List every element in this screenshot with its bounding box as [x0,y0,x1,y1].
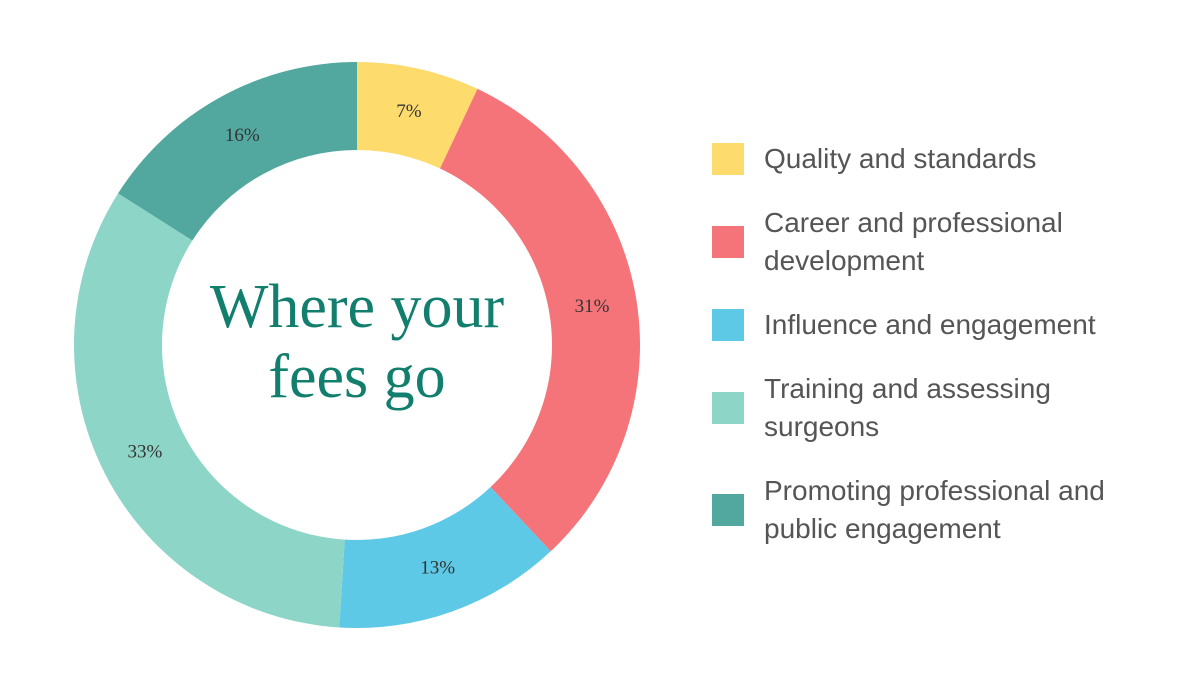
legend-swatch [712,226,744,258]
legend-item: Quality and standards [712,140,1172,178]
chart: 7% 31% 13% 33% 16% [73,62,640,628]
donut-segment [339,487,551,628]
donut-segment [118,62,357,241]
legend-swatch [712,309,744,341]
legend-item: Influence and engagement [712,306,1172,344]
legend-swatch [712,143,744,175]
legend-item: Promoting professional and public engage… [712,472,1172,548]
value-label: 31% [575,296,610,317]
legend-swatch [712,494,744,526]
legend-label: Influence and engagement [764,309,1096,340]
legend-label: Training and assessing surgeons [764,373,1051,442]
legend-item: Training and assessing surgeons [712,370,1172,446]
value-label: 33% [128,441,163,462]
legend-label: Promoting professional and public engage… [764,475,1105,544]
donut-segment [73,193,345,628]
legend-label: Quality and standards [764,143,1037,174]
donut-segment [440,88,640,552]
legend: Quality and standards Career and professi… [712,140,1172,548]
value-label: 16% [225,125,260,146]
legend-label: Career and professional development [764,207,1063,276]
legend-swatch [712,392,744,424]
chart-title: Where your fees go [209,273,505,411]
value-label: 7% [396,101,422,122]
donut-segment [357,62,478,169]
value-label: 13% [420,557,455,578]
legend-item: Career and professional development [712,204,1172,280]
